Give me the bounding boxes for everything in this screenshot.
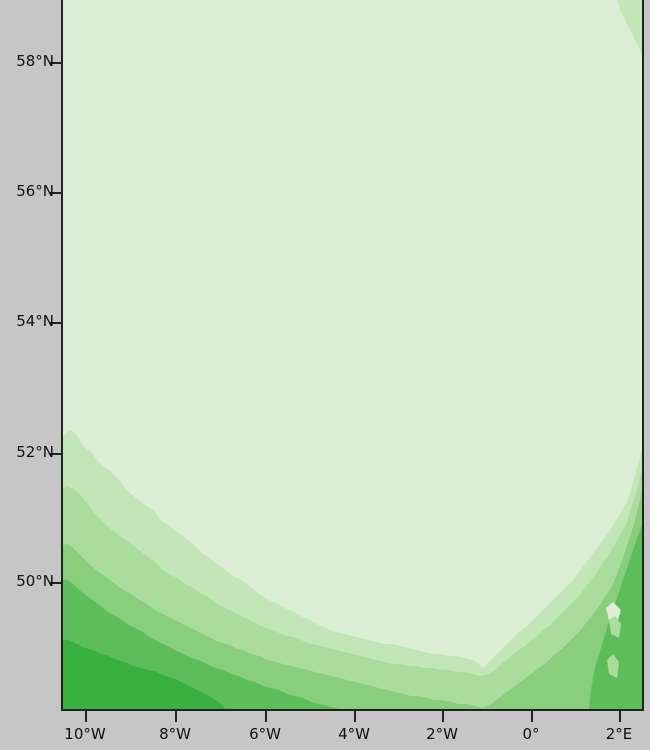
- y-tick-label-50N: 50°N: [16, 572, 54, 590]
- x-tick-label-8W: 8°W: [159, 725, 191, 743]
- x-tick-mark-6W: [265, 711, 267, 722]
- x-tick-mark-8W: [175, 711, 177, 722]
- x-tick-mark-2E: [619, 711, 621, 722]
- x-tick-mark-2W: [442, 711, 444, 722]
- y-tick-mark-54N: [50, 322, 61, 324]
- contour-band-level-1-east: [617, 0, 644, 60]
- inlet-light-5: [606, 602, 621, 624]
- contour-band-level-5: [61, 640, 227, 711]
- x-tick-label-10W: 10°W: [64, 725, 106, 743]
- y-tick-label-54N: 54°N: [16, 312, 54, 330]
- y-tick-mark-52N: [50, 453, 61, 455]
- x-tick-mark-4W: [354, 711, 356, 722]
- y-tick-mark-50N: [50, 582, 61, 584]
- contour-fill-layer: [61, 0, 644, 711]
- x-tick-label-6W: 6°W: [249, 725, 281, 743]
- x-tick-mark-10W: [85, 711, 87, 722]
- x-tick-label-4W: 4°W: [338, 725, 370, 743]
- contour-band-level-3: [61, 480, 644, 711]
- y-tick-label-52N: 52°N: [16, 443, 54, 461]
- y-tick-label-56N: 56°N: [16, 182, 54, 200]
- x-tick-label-2E: 2°E: [605, 725, 633, 743]
- y-tick-mark-56N: [50, 192, 61, 194]
- x-tick-label-0: 0°: [522, 725, 540, 743]
- inlet-light-4: [391, 602, 407, 618]
- inlet-light-6: [607, 654, 619, 678]
- map-plot-area[interactable]: [61, 0, 644, 711]
- x-tick-label-2W: 2°W: [426, 725, 458, 743]
- y-tick-label-58N: 58°N: [16, 52, 54, 70]
- y-tick-mark-58N: [50, 62, 61, 64]
- inlet-light-7: [609, 616, 621, 638]
- inlet-light-2: [559, 538, 584, 553]
- inlet-light-3: [560, 580, 565, 588]
- x-tick-mark-0: [531, 711, 533, 722]
